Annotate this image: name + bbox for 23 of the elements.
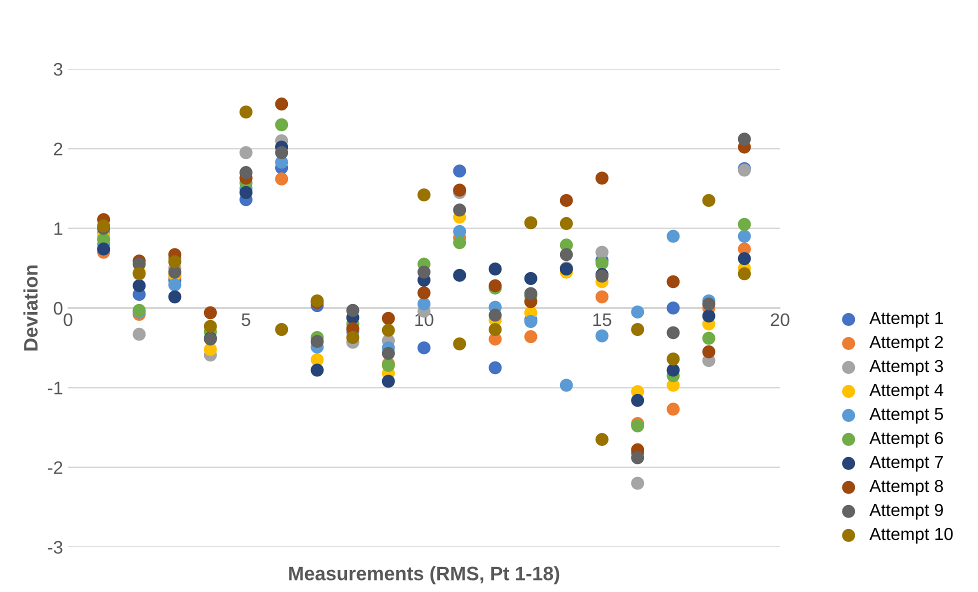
legend-label: Attempt 4 [869,384,944,400]
y-tick-label: 3 [54,62,62,76]
x-tick-label: 20 [770,313,790,326]
legend-label: Attempt 5 [869,408,943,424]
legend-label: Attempt 1 [869,312,943,328]
legend-label: Attempt 6 [869,432,943,448]
x-tick-label: 15 [593,314,612,326]
legend-label: Attempt 10 [869,528,953,544]
x-tick-label: 0 [64,313,72,326]
legend-label: Attempt 8 [869,480,943,496]
x-axis-title: Measurements (RMS, Pt 1-18) [289,566,560,584]
y-tick-label: 0 [54,302,62,315]
legend-label: Attempt 2 [869,336,943,352]
legend-label: Attempt 9 [869,504,943,520]
y-tick-label: 1 [54,222,62,235]
legend-label: Attempt 7 [869,456,943,472]
y-axis-title: Deviation [23,265,38,350]
legend-label: Attempt 3 [869,360,943,376]
y-tick-label: -1 [48,382,62,394]
y-tick-label: -2 [48,461,62,474]
x-tick-label: 5 [242,314,250,326]
y-tick-label: 2 [54,142,62,156]
y-tick-label: -3 [48,540,62,554]
